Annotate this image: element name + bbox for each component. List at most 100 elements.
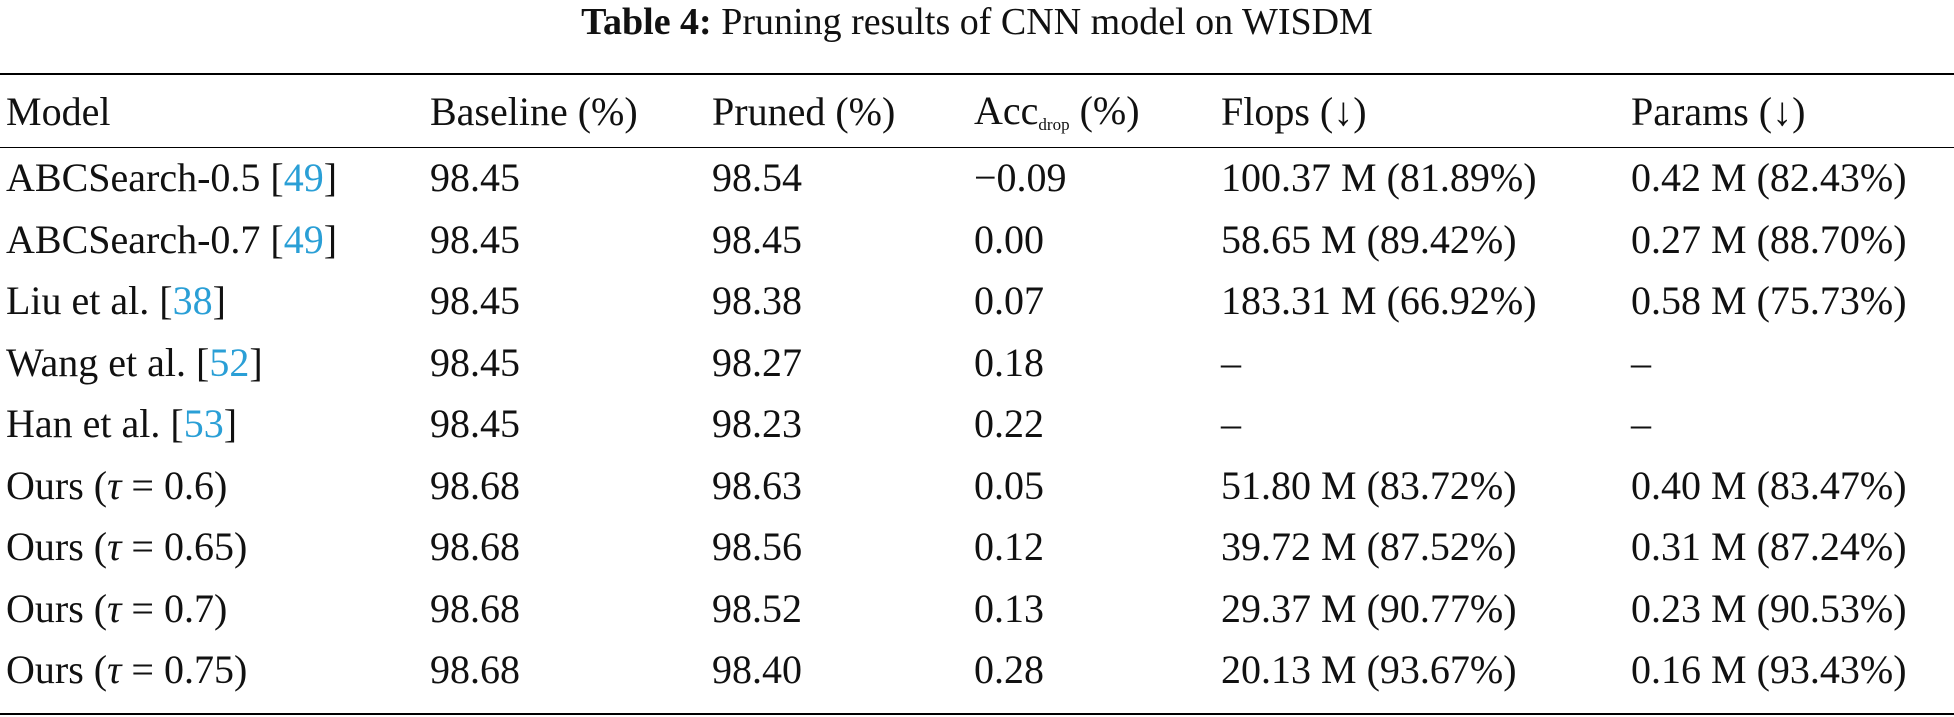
citation-link[interactable]: 52: [209, 339, 250, 385]
table-row: Liu et al. [38] 98.45 98.38 0.07 183.31 M (6…: [0, 270, 1954, 332]
bottom-rule: [0, 713, 1954, 715]
header-rule: [0, 147, 1954, 148]
cell-pruned: 98.52: [712, 585, 802, 631]
cell-model: Ours (τ = 0.65): [0, 516, 430, 578]
cell-pruned: 98.27: [712, 339, 802, 385]
citation-link[interactable]: 49: [283, 216, 324, 262]
cell-pruned: 98.45: [712, 216, 802, 262]
cell-pruned: 98.40: [712, 647, 802, 693]
model-suffix: = 0.6): [121, 462, 228, 508]
table-row: ABCSearch-0.5 [49] 98.45 98.54 −0.09 100.37 …: [0, 147, 1954, 209]
tau-symbol: τ: [107, 647, 122, 693]
model-name: Han et al. [: [6, 401, 184, 447]
header-acc-subscript: drop: [1038, 115, 1070, 134]
cell-flops: 39.72 M (87.52%): [1221, 524, 1517, 570]
cell-baseline: 98.68: [430, 585, 520, 631]
table-row: ABCSearch-0.7 [49] 98.45 98.45 0.00 58.65 M …: [0, 209, 1954, 271]
results-table: Model Baseline (%) Pruned (%) Accdrop (%…: [0, 75, 1954, 701]
header-params: Params (↓): [1631, 88, 1806, 134]
cell-params: –: [1631, 339, 1651, 385]
cell-baseline: 98.45: [430, 155, 520, 201]
model-suffix: ]: [249, 339, 263, 385]
table-caption: Table 4: Pruning results of CNN model on…: [0, 0, 1954, 44]
cell-model: Wang et al. [52]: [0, 332, 430, 394]
cell-params: –: [1631, 401, 1651, 447]
model-name: Ours (: [6, 585, 108, 631]
cell-pruned: 98.38: [712, 278, 802, 324]
citation-link[interactable]: 53: [183, 401, 224, 447]
model-name: Wang et al. [: [6, 339, 210, 385]
cell-pruned: 98.54: [712, 155, 802, 201]
cell-model: ABCSearch-0.7 [49]: [0, 209, 430, 271]
caption-label: Table 4:: [581, 1, 712, 43]
model-name: ABCSearch-0.7 [: [6, 216, 284, 262]
cell-params: 0.42 M (82.43%): [1631, 155, 1907, 201]
cell-model: ABCSearch-0.5 [49]: [0, 147, 430, 209]
table-row: Wang et al. [52] 98.45 98.27 0.18– –: [0, 332, 1954, 394]
cell-acc-drop: 0.12: [974, 524, 1044, 570]
cell-model: Han et al. [53]: [0, 393, 430, 455]
header-baseline: Baseline (%): [430, 88, 638, 134]
model-suffix: = 0.75): [121, 647, 248, 693]
cell-model: Ours (τ = 0.75): [0, 639, 430, 701]
cell-params: 0.31 M (87.24%): [1631, 524, 1907, 570]
cell-flops: 51.80 M (83.72%): [1221, 462, 1517, 508]
cell-params: 0.23 M (90.53%): [1631, 585, 1907, 631]
citation-link[interactable]: 38: [172, 278, 213, 324]
cell-flops: 100.37 M (81.89%): [1221, 155, 1537, 201]
cell-pruned: 98.63: [712, 462, 802, 508]
header-acc-main: Acc: [974, 88, 1039, 133]
caption-text: Pruning results of CNN model on WISDM: [721, 1, 1373, 43]
cell-baseline: 98.45: [430, 339, 520, 385]
model-name: Ours (: [6, 647, 108, 693]
tau-symbol: τ: [107, 462, 122, 508]
model-suffix: = 0.65): [121, 524, 248, 570]
model-suffix: ]: [212, 278, 226, 324]
model-name: ABCSearch-0.5 [: [6, 155, 284, 201]
model-name: Ours (: [6, 462, 108, 508]
cell-pruned: 98.56: [712, 524, 802, 570]
model-suffix: ]: [323, 155, 338, 201]
table-header-row: Model Baseline (%) Pruned (%) Accdrop (%…: [0, 75, 1954, 147]
cell-baseline: 98.45: [430, 401, 520, 447]
tau-symbol: τ: [107, 585, 122, 631]
header-model: Model: [6, 88, 111, 134]
model-suffix: ]: [323, 216, 338, 262]
cell-acc-drop: 0.28: [974, 647, 1044, 693]
cell-baseline: 98.68: [430, 524, 520, 570]
cell-baseline: 98.45: [430, 278, 520, 324]
cell-flops: –: [1221, 339, 1241, 385]
header-pruned: Pruned (%): [712, 88, 896, 134]
cell-model: Ours (τ = 0.6): [0, 455, 430, 517]
model-name: Ours (: [6, 524, 108, 570]
cell-params: 0.40 M (83.47%): [1631, 462, 1907, 508]
cell-model: Liu et al. [38]: [0, 270, 430, 332]
table-row: Ours (τ = 0.6) 98.68 98.63 0.05 51.80 M (83.…: [0, 455, 1954, 517]
cell-acc-drop: 0.13: [974, 585, 1044, 631]
table-row: Han et al. [53] 98.45 98.23 0.22– –: [0, 393, 1954, 455]
citation-link[interactable]: 49: [283, 155, 324, 201]
cell-acc-drop: 0.05: [974, 462, 1044, 508]
cell-acc-drop: 0.22: [974, 401, 1044, 447]
table-row: Ours (τ = 0.75) 98.68 98.40 0.28 20.13 M (93…: [0, 639, 1954, 701]
tau-symbol: τ: [107, 524, 122, 570]
cell-flops: –: [1221, 401, 1241, 447]
model-name: Liu et al. [: [6, 278, 173, 324]
cell-model: Ours (τ = 0.7): [0, 578, 430, 640]
header-acc-unit: (%): [1069, 88, 1140, 133]
cell-pruned: 98.23: [712, 401, 802, 447]
cell-params: 0.16 M (93.43%): [1631, 647, 1907, 693]
model-suffix: = 0.7): [121, 585, 228, 631]
header-acc-drop: Accdrop (%): [974, 75, 1221, 147]
cell-baseline: 98.45: [430, 216, 520, 262]
cell-acc-drop: 0.07: [974, 278, 1044, 324]
cell-acc-drop: 0.18: [974, 339, 1044, 385]
table-row: Ours (τ = 0.65) 98.68 98.56 0.12 39.72 M (87…: [0, 516, 1954, 578]
cell-flops: 58.65 M (89.42%): [1221, 216, 1517, 262]
cell-flops: 20.13 M (93.67%): [1221, 647, 1517, 693]
model-suffix: ]: [223, 401, 238, 447]
top-rule: [0, 73, 1954, 75]
cell-baseline: 98.68: [430, 647, 520, 693]
cell-params: 0.58 M (75.73%): [1631, 278, 1907, 324]
cell-params: 0.27 M (88.70%): [1631, 216, 1907, 262]
